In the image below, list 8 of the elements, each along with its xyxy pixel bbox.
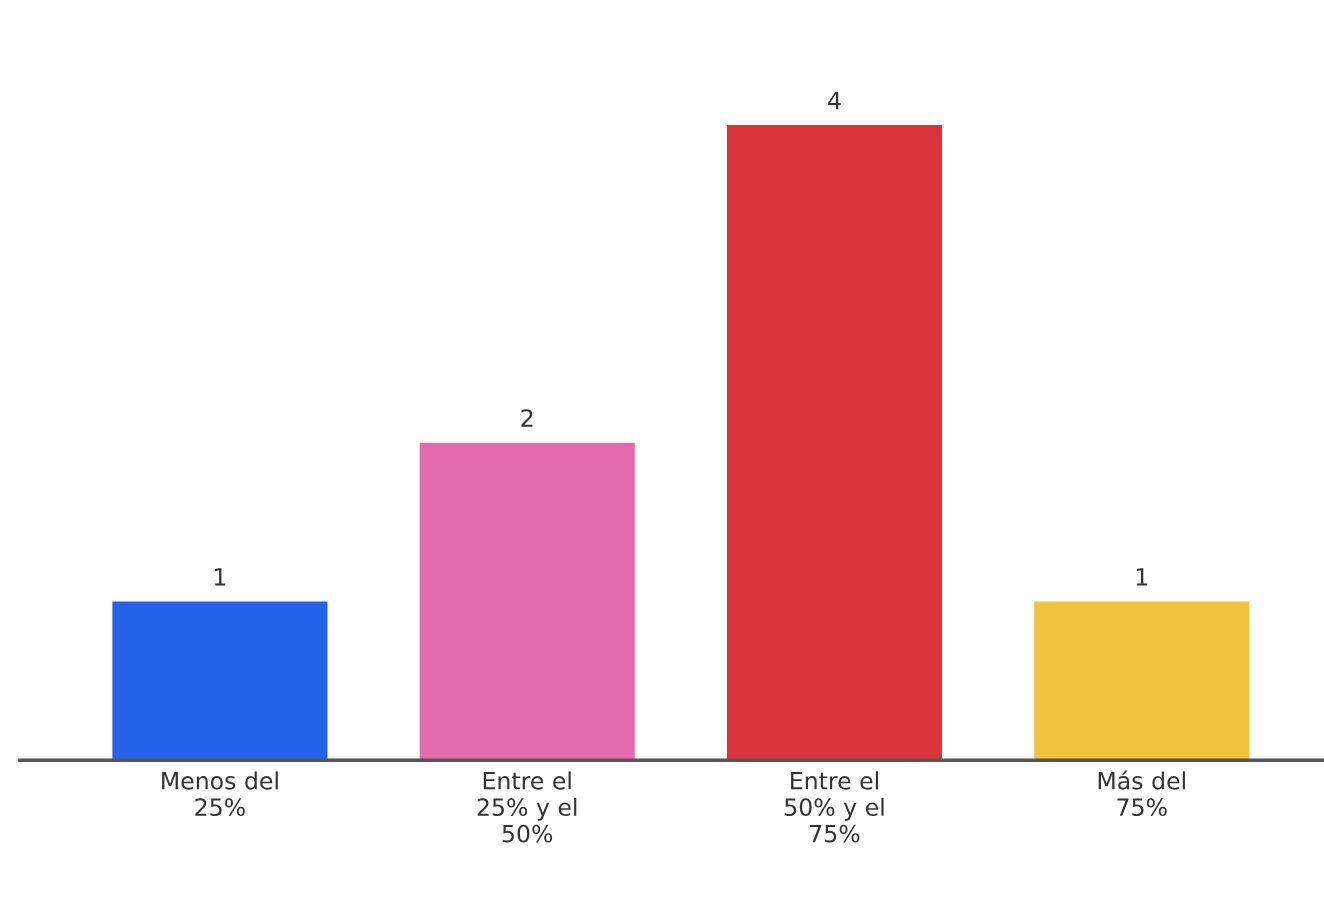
data-label: 1 bbox=[1136, 568, 1148, 586]
data-label: 4 bbox=[828, 91, 841, 110]
data-label: 1 bbox=[214, 568, 226, 586]
x-tick-label: Entre el 50% y el 75% bbox=[785, 771, 884, 843]
x-tick-label: Menos del 25% bbox=[162, 771, 278, 817]
x-tick-label: Entre el 25% y el 50% bbox=[477, 771, 577, 843]
x-tick-label: Más del 75% bbox=[1098, 770, 1185, 817]
data-label: 2 bbox=[521, 409, 533, 427]
